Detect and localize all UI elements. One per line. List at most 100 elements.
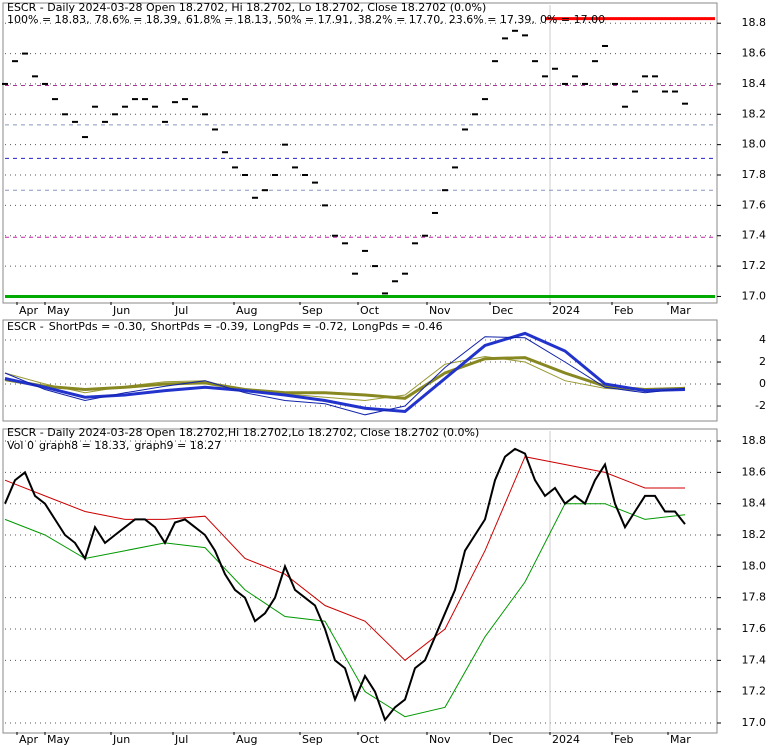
price-bar	[522, 34, 528, 37]
band-line	[4, 503, 686, 718]
price-bar	[412, 242, 418, 245]
price-bar	[672, 90, 678, 93]
price-bar	[92, 105, 98, 108]
x-tick-label: Apr	[19, 733, 39, 745]
price-bar	[2, 82, 8, 85]
x-tick-label: Nov	[429, 733, 451, 745]
x-tick-label: Mar	[670, 733, 691, 745]
x-tick-label: Nov	[429, 304, 451, 317]
legend-entry: ShortPds = -0.30,	[49, 320, 146, 333]
y-tick-label: 18.4	[742, 77, 767, 90]
price-bar	[352, 272, 358, 275]
volume-label: Vol 0	[7, 439, 34, 452]
price-bar	[642, 75, 648, 78]
x-tick-label: Apr	[19, 304, 39, 317]
y-tick-label: 17.6	[742, 198, 767, 211]
price-bar	[202, 113, 208, 116]
y-tick-label: 4	[759, 333, 766, 346]
panel	[2, 319, 718, 422]
price-bar	[22, 52, 28, 55]
fib-label: 78.6% = 18.39,	[95, 13, 181, 26]
x-tick-label: Sep	[302, 733, 323, 745]
y-tick-label: 18.6	[742, 47, 767, 60]
fib-label: 0% = 17.00	[540, 13, 605, 26]
price-bar	[602, 44, 608, 47]
y-tick-label: 17.8	[742, 168, 767, 181]
y-tick-label: 18.0	[742, 559, 767, 572]
y-tick-label: 2	[759, 355, 766, 368]
price-bar	[622, 105, 628, 108]
price-bar	[382, 292, 388, 295]
price-bar	[482, 98, 488, 101]
price-bar	[312, 181, 318, 184]
price-bar	[172, 101, 178, 104]
price-bar	[562, 82, 568, 85]
x-tick-label: Jul	[174, 733, 188, 745]
price-bar	[252, 196, 258, 199]
price-bar	[332, 234, 338, 237]
price-bar	[142, 98, 148, 101]
x-tick-label: Dec	[492, 733, 513, 745]
legend-entry: graph9 = 18.27	[134, 439, 221, 452]
x-tick-label: 2024	[552, 733, 580, 745]
x-tick-label: Oct	[360, 733, 380, 745]
price-bar	[472, 113, 478, 116]
price-bar	[262, 189, 268, 192]
y-tick-label: 18.6	[742, 465, 767, 478]
price-bar	[72, 120, 78, 123]
price-bar	[652, 75, 658, 78]
price-bar	[82, 136, 88, 139]
price-bar	[392, 280, 398, 283]
price-bar	[572, 75, 578, 78]
price-bar	[452, 166, 458, 169]
price-bar	[552, 67, 558, 70]
price-bar	[162, 120, 168, 123]
price-bar	[302, 174, 308, 177]
price-line	[4, 447, 686, 722]
y-tick-label: -2	[755, 399, 766, 412]
x-tick-label: Aug	[236, 733, 257, 745]
price-bar	[42, 82, 48, 85]
price-bar	[592, 60, 598, 63]
price-bar	[682, 102, 688, 105]
price-bar	[52, 98, 58, 101]
price-bar	[342, 242, 348, 245]
price-bar	[502, 37, 508, 40]
price-bar	[462, 128, 468, 131]
price-bar	[242, 174, 248, 177]
price-bar	[32, 75, 38, 78]
y-tick-label: 18.2	[742, 528, 767, 541]
x-tick-label: Feb	[614, 733, 633, 745]
price-bar	[112, 113, 118, 116]
x-tick-label: Mar	[670, 304, 691, 317]
fib-label: 38.2% = 17.70,	[358, 13, 444, 26]
band-line	[4, 456, 685, 661]
price-bar	[612, 82, 618, 85]
x-tick-label: Jun	[112, 304, 130, 317]
chart-title: ESCR - Daily 2024-03-28 Open 18.2702, Hi…	[7, 1, 486, 14]
price-bar	[442, 189, 448, 192]
price-bar	[152, 105, 158, 108]
price-bar	[272, 174, 278, 177]
price-bar	[402, 272, 408, 275]
fib-label: 100% = 18.83,	[7, 13, 90, 26]
y-tick-label: 18.8	[742, 16, 767, 29]
price-bar	[122, 105, 128, 108]
indicator-line	[4, 336, 686, 416]
price-bar	[212, 128, 218, 131]
x-tick-label: Jun	[112, 733, 130, 745]
price-bar	[232, 166, 238, 169]
x-tick-label: Feb	[614, 304, 633, 317]
y-tick-label: 17.2	[742, 259, 767, 272]
y-tick-label: 18.4	[742, 497, 767, 510]
price-bar	[192, 105, 198, 108]
price-bar	[62, 113, 68, 116]
price-bar	[182, 98, 188, 101]
price-bar	[322, 204, 328, 207]
y-tick-label: 18.0	[742, 138, 767, 151]
legend-entry: LongPds = -0.46	[352, 320, 443, 333]
price-bar	[372, 265, 378, 268]
price-bar	[132, 98, 138, 101]
x-tick-label: May	[47, 304, 70, 317]
